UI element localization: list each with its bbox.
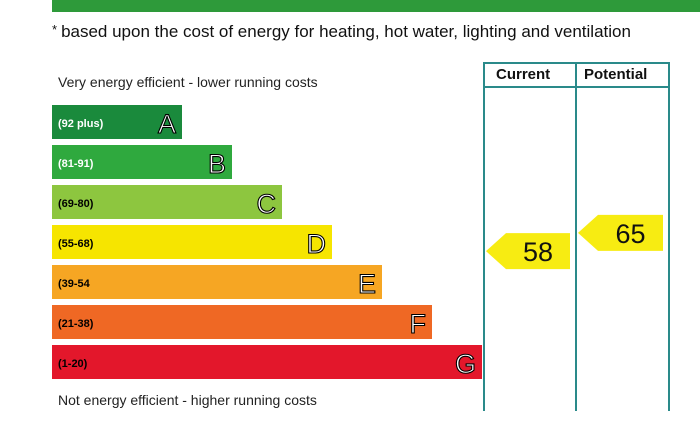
band-bar-a [52,105,182,139]
band-letter-f: F [410,309,427,339]
potential-column-divider-line [575,62,577,411]
band-range-a: (92 plus) [58,118,104,130]
footnote-marker: * [52,22,58,37]
band-range-c: (69-80) [58,198,94,210]
band-bar-f [52,305,432,339]
band-letter-a: A [158,109,176,139]
band-bar-b [52,145,232,179]
band-range-e: (39-54 [58,278,91,290]
header-top-line [484,62,670,64]
band-bar-e [52,265,382,299]
inefficient-caption: Not energy efficient - higher running co… [58,392,317,408]
band-range-g: (1-20) [58,358,88,370]
band-bar-g [52,345,482,379]
band-range-d: (55-68) [58,238,94,250]
footnote-text: based upon the cost of energy for heatin… [61,22,631,41]
header-bottom-line [484,86,670,88]
potential-column-header: Potential [584,66,648,83]
current-column-header: Current [496,66,551,83]
band-letter-e: E [358,269,376,299]
band-bar-c [52,185,282,219]
current-arrow [486,233,570,270]
band-range-b: (81-91) [58,158,94,170]
band-letter-b: B [208,149,226,179]
potential-rating-value: 65 [615,219,645,249]
band-range-f: (21-38) [58,318,94,330]
efficient-caption: Very energy efficient - lower running co… [58,74,318,90]
footnote: * based upon the cost of energy for heati… [52,22,700,44]
potential-column-right-line [668,62,670,411]
potential-arrow [578,214,663,251]
band-letter-d: D [307,229,327,259]
band-bar-d [52,225,332,259]
band-letter-c: C [257,189,277,219]
current-column-left-line [483,62,485,411]
current-rating-value: 58 [523,237,553,267]
band-letter-g: G [455,349,476,379]
header-bar [52,0,700,12]
